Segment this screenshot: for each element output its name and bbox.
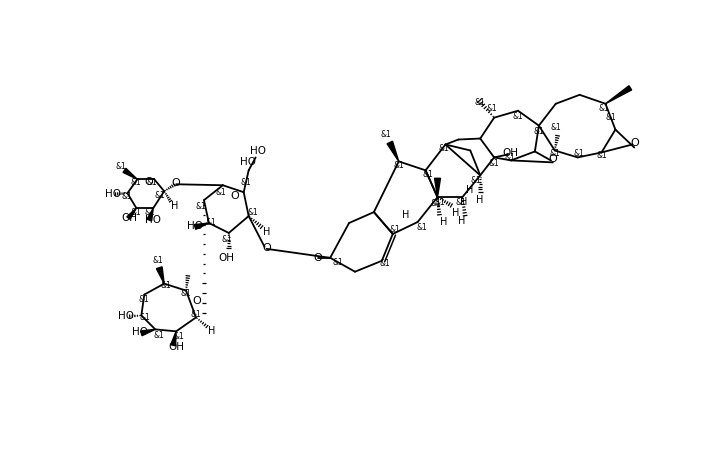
Text: &1: &1 <box>605 113 616 122</box>
Text: &1: &1 <box>140 313 151 322</box>
Text: O: O <box>230 191 239 201</box>
Text: H: H <box>458 216 465 226</box>
Text: H: H <box>263 227 270 237</box>
Text: &1: &1 <box>121 192 132 201</box>
Text: &1: &1 <box>471 176 482 185</box>
Text: &1: &1 <box>154 331 164 340</box>
Text: &1: &1 <box>145 207 156 216</box>
Text: &1: &1 <box>573 149 584 158</box>
Text: &1: &1 <box>196 202 207 211</box>
Text: &1: &1 <box>505 153 516 162</box>
Text: H: H <box>208 327 216 336</box>
Text: &1: &1 <box>489 159 500 168</box>
Text: &1: &1 <box>416 224 427 232</box>
Text: &1: &1 <box>456 198 467 207</box>
Text: &1: &1 <box>390 226 400 235</box>
Polygon shape <box>141 329 155 336</box>
Text: H: H <box>460 197 467 207</box>
Text: &1: &1 <box>115 162 126 171</box>
Text: &1: &1 <box>598 104 609 113</box>
Text: HO: HO <box>104 189 121 199</box>
Text: O: O <box>172 178 180 188</box>
Text: O: O <box>144 177 153 187</box>
Polygon shape <box>147 208 153 221</box>
Text: &1: &1 <box>181 289 192 298</box>
Text: &1: &1 <box>596 151 607 160</box>
Text: HO: HO <box>240 157 256 167</box>
Text: HO: HO <box>132 327 148 337</box>
Text: OH: OH <box>122 213 137 223</box>
Text: &1: &1 <box>430 198 441 207</box>
Text: O: O <box>262 243 271 253</box>
Text: &1: &1 <box>240 178 251 187</box>
Text: H: H <box>465 185 473 195</box>
Text: OH: OH <box>502 148 518 158</box>
Text: HO: HO <box>187 221 203 231</box>
Text: &1: &1 <box>438 144 449 153</box>
Polygon shape <box>171 331 176 346</box>
Text: &1: &1 <box>332 258 343 267</box>
Text: &1: &1 <box>130 178 141 187</box>
Polygon shape <box>387 141 399 161</box>
Text: &1: &1 <box>533 127 544 136</box>
Text: &1: &1 <box>222 235 232 244</box>
Text: &1: &1 <box>422 170 433 179</box>
Text: OH: OH <box>219 253 235 263</box>
Text: &1: &1 <box>380 130 391 139</box>
Polygon shape <box>127 208 137 219</box>
Text: H: H <box>475 195 483 205</box>
Text: O: O <box>630 138 638 147</box>
Text: H: H <box>402 210 410 220</box>
Text: &1: &1 <box>147 178 157 187</box>
Text: &1: &1 <box>380 259 390 268</box>
Text: O: O <box>314 253 322 263</box>
Text: OH: OH <box>168 342 184 352</box>
Text: HO: HO <box>250 147 265 156</box>
Text: &1: &1 <box>215 188 226 197</box>
Polygon shape <box>194 223 209 230</box>
Text: &1: &1 <box>174 332 184 341</box>
Text: &1: &1 <box>153 256 164 265</box>
Text: HO: HO <box>145 215 162 225</box>
Text: &1: &1 <box>161 281 172 290</box>
Polygon shape <box>123 168 137 179</box>
Text: &1: &1 <box>247 207 258 216</box>
Text: &1: &1 <box>475 98 485 107</box>
Text: H: H <box>172 201 179 211</box>
Text: &1: &1 <box>549 149 560 158</box>
Text: H: H <box>452 208 459 218</box>
Text: &1: &1 <box>551 123 561 132</box>
Text: &1: &1 <box>131 207 142 216</box>
Text: O: O <box>192 295 202 305</box>
Text: &1: &1 <box>487 104 498 113</box>
Text: &1: &1 <box>155 191 166 200</box>
Text: &1: &1 <box>205 217 216 226</box>
Text: &1: &1 <box>139 295 149 304</box>
Text: &1: &1 <box>393 161 404 170</box>
Text: &1: &1 <box>513 112 523 121</box>
Text: O: O <box>548 154 557 165</box>
Text: HO: HO <box>119 312 134 322</box>
Text: &1: &1 <box>434 198 445 207</box>
Text: H: H <box>440 217 447 227</box>
Polygon shape <box>157 267 164 284</box>
Polygon shape <box>435 178 440 197</box>
Polygon shape <box>606 86 631 104</box>
Text: &1: &1 <box>191 310 202 319</box>
